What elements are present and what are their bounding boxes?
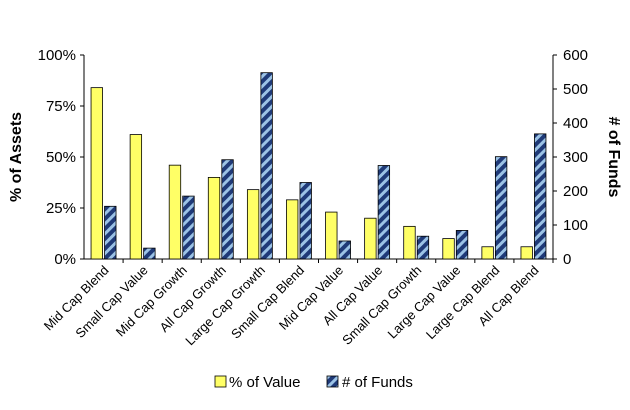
bar-funds	[260, 72, 273, 260]
legend: % of Value # of Funds	[214, 374, 413, 391]
y2-axis-title: # of Funds	[605, 117, 622, 198]
y-tick-label: 75%	[46, 98, 76, 115]
bar-funds	[416, 235, 430, 260]
bar-value	[168, 164, 182, 260]
bar-value	[442, 238, 455, 260]
bar-funds	[494, 156, 508, 260]
y2-tick-label: 100	[563, 217, 588, 234]
plot-area: 0% 25% 50% 75% 100% 0 100 200 300 400 500 600 Mid Ca…	[38, 47, 588, 348]
bar-value	[481, 246, 494, 260]
y2-tick-label: 600	[563, 47, 588, 64]
bar-funds	[377, 165, 391, 260]
y-tick-label: 100%	[38, 47, 76, 64]
legend-label-funds: # of Funds	[342, 374, 413, 391]
bar-funds	[338, 240, 351, 260]
bar-funds	[455, 230, 469, 260]
bar-value	[207, 176, 221, 260]
bar-value	[90, 87, 103, 260]
legend-swatch-value	[214, 375, 227, 388]
bar-funds	[299, 182, 312, 260]
legend-swatch-funds	[326, 375, 339, 388]
y2-tick-label: 0	[563, 251, 571, 268]
bar-value	[325, 211, 338, 260]
y2-tick-label: 400	[563, 115, 588, 132]
bar-funds	[534, 133, 547, 260]
y-axis-title: % of Assets	[8, 112, 25, 202]
bar-value	[364, 217, 377, 260]
y-tick-label: 25%	[46, 200, 76, 217]
bar-value	[246, 189, 260, 260]
bar-value	[520, 246, 533, 260]
bar-funds	[104, 205, 117, 260]
y2-tick-label: 500	[563, 81, 588, 98]
bar-value	[286, 199, 299, 260]
y-tick-label: 50%	[46, 149, 76, 166]
y-tick-label: 0%	[54, 251, 76, 268]
y2-tick-label: 300	[563, 149, 588, 166]
bar-value	[129, 134, 143, 260]
x-tick-label: Mid Cap Growth	[113, 263, 190, 340]
legend-label-value: % of Value	[229, 374, 300, 391]
bar-funds	[143, 247, 156, 260]
bar-funds	[182, 195, 195, 260]
bar-value	[403, 225, 416, 260]
y2-tick-label: 200	[563, 183, 588, 200]
bar-funds	[221, 159, 234, 260]
